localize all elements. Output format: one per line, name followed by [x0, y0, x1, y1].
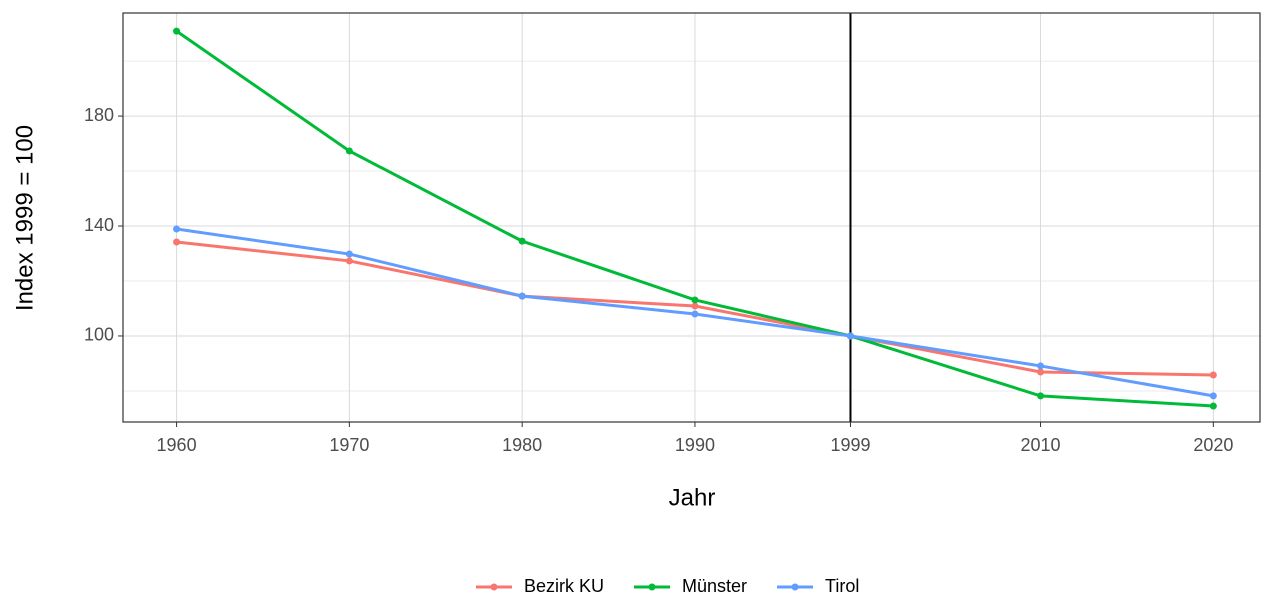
legend: Bezirk KU Münster Tirol: [476, 576, 859, 596]
x-tick-label: 1970: [329, 435, 369, 455]
y-tick-label: 180: [84, 105, 114, 125]
data-point: [345, 257, 353, 265]
y-tick-label: 100: [84, 325, 114, 345]
x-tick-label: 1960: [157, 435, 197, 455]
data-point: [691, 296, 699, 304]
data-point: [173, 225, 181, 233]
plot-border: [122, 12, 1261, 423]
x-axis-title: Jahr: [669, 484, 716, 511]
y-tick-label: 140: [84, 215, 114, 235]
legend-label: Tirol: [825, 576, 859, 596]
legend-item: Bezirk KU: [476, 576, 604, 596]
legend-key-point: [791, 583, 799, 591]
data-point: [173, 27, 181, 35]
legend-label: Münster: [682, 576, 747, 596]
x-tick-label: 2010: [1021, 435, 1061, 455]
data-point: [1209, 392, 1217, 400]
x-tick-label: 1990: [675, 435, 715, 455]
data-point: [1037, 368, 1045, 376]
legend-item: Tirol: [777, 576, 859, 596]
data-point: [691, 310, 699, 318]
data-point: [1209, 402, 1217, 410]
data-point: [846, 332, 854, 340]
x-tick-label: 1980: [502, 435, 542, 455]
data-point: [345, 250, 353, 258]
data-point: [518, 237, 526, 245]
data-point: [1037, 362, 1045, 370]
data-point: [691, 302, 699, 310]
data-point: [1037, 392, 1045, 400]
legend-key-point: [490, 583, 498, 591]
data-point: [345, 147, 353, 155]
legend-item: Münster: [634, 576, 747, 596]
legend-key-point: [648, 583, 656, 591]
x-tick-label: 2020: [1193, 435, 1233, 455]
data-point: [518, 292, 526, 300]
legend-label: Bezirk KU: [524, 576, 604, 596]
data-point: [1209, 371, 1217, 379]
data-point: [173, 238, 181, 246]
x-tick-label: 1999: [830, 435, 870, 455]
y-axis-title: Index 1999 = 100: [11, 125, 38, 311]
